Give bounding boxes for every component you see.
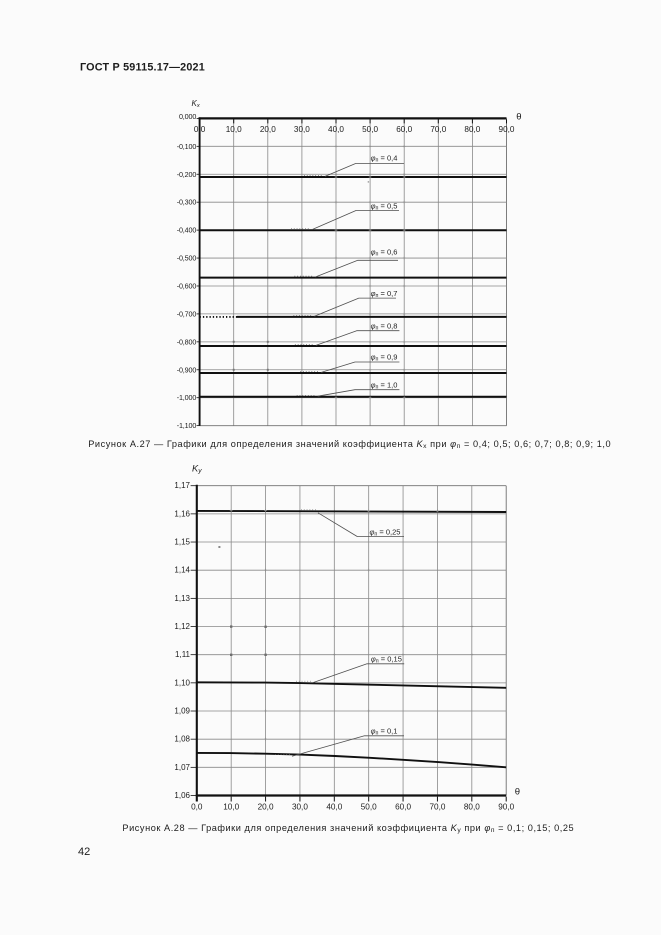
svg-text:-0,900: -0,900 <box>177 365 197 374</box>
svg-text:Kx: Kx <box>192 99 201 109</box>
svg-text:1,09: 1,09 <box>174 707 190 716</box>
svg-text:70,0: 70,0 <box>430 125 446 134</box>
svg-text:1,14: 1,14 <box>174 566 190 575</box>
svg-text:Рисунок А.28 — Графики для опр: Рисунок А.28 — Графики для определения з… <box>122 823 574 834</box>
svg-text:-1,000: -1,000 <box>177 393 197 402</box>
svg-text:42: 42 <box>78 846 90 858</box>
svg-text:-0,800: -0,800 <box>177 337 197 346</box>
svg-text:10,0: 10,0 <box>226 125 242 134</box>
svg-text:60,0: 60,0 <box>396 125 412 134</box>
svg-text:90,0: 90,0 <box>498 803 514 812</box>
svg-text:-0,700: -0,700 <box>177 309 197 318</box>
svg-text:φп = 0,7: φп = 0,7 <box>371 289 398 299</box>
svg-text:70,0: 70,0 <box>429 803 445 812</box>
svg-text:60,0: 60,0 <box>395 803 411 812</box>
svg-text:0,000: 0,000 <box>179 112 196 121</box>
svg-text:-0,500: -0,500 <box>177 254 197 263</box>
svg-text:30,0: 30,0 <box>292 803 308 812</box>
svg-text:1,08: 1,08 <box>174 735 190 744</box>
svg-text:1,06: 1,06 <box>174 791 190 800</box>
svg-text:φп = 0,9: φп = 0,9 <box>371 353 398 363</box>
svg-text:1,07: 1,07 <box>174 763 190 772</box>
svg-text:φп = 0,1: φп = 0,1 <box>371 726 398 736</box>
svg-text:90,0: 90,0 <box>499 125 515 134</box>
svg-text:φп = 0,8: φп = 0,8 <box>371 322 398 332</box>
svg-text:-0,100: -0,100 <box>177 142 197 151</box>
svg-text:θ: θ <box>515 787 520 798</box>
svg-text:1,16: 1,16 <box>174 509 190 518</box>
svg-text:φп = 0,25: φп = 0,25 <box>370 527 401 537</box>
svg-text:50,0: 50,0 <box>362 125 378 134</box>
svg-text:φп = 1,0: φп = 1,0 <box>371 380 398 390</box>
svg-text:30,0: 30,0 <box>294 125 310 134</box>
svg-text:φп = 0,15: φп = 0,15 <box>371 654 402 664</box>
svg-text:-0,200: -0,200 <box>177 170 197 179</box>
svg-text:θ: θ <box>516 112 521 123</box>
svg-text:10,0: 10,0 <box>223 803 239 812</box>
svg-text:-0,400: -0,400 <box>177 226 197 235</box>
svg-text:80,0: 80,0 <box>464 125 480 134</box>
svg-text:40,0: 40,0 <box>328 125 344 134</box>
svg-text:20,0: 20,0 <box>260 125 276 134</box>
svg-text:1,13: 1,13 <box>174 594 190 603</box>
svg-text:-0,300: -0,300 <box>177 198 197 207</box>
svg-text:φп = 0,6: φп = 0,6 <box>371 247 398 257</box>
svg-text:1,15: 1,15 <box>174 538 190 547</box>
svg-text:80,0: 80,0 <box>464 803 480 812</box>
svg-text:1,12: 1,12 <box>174 622 190 631</box>
svg-text:ГОСТ Р 59115.17—2021: ГОСТ Р 59115.17—2021 <box>80 62 205 74</box>
svg-text:Ky: Ky <box>192 463 202 474</box>
svg-text:20,0: 20,0 <box>258 803 274 812</box>
svg-text:50,0: 50,0 <box>361 803 377 812</box>
svg-text:0,0: 0,0 <box>194 125 206 134</box>
svg-text:Рисунок А.27 — Графики для опр: Рисунок А.27 — Графики для определения з… <box>88 439 611 450</box>
svg-text:φп = 0,5: φп = 0,5 <box>371 202 398 212</box>
svg-text:1,11: 1,11 <box>175 650 191 659</box>
svg-text:0,0: 0,0 <box>191 803 203 812</box>
svg-text:40,0: 40,0 <box>326 803 342 812</box>
svg-text:1,10: 1,10 <box>174 678 190 687</box>
svg-text:φп = 0,4: φп = 0,4 <box>371 154 398 164</box>
svg-text:-1,100: -1,100 <box>177 421 197 430</box>
svg-text:1,17: 1,17 <box>174 481 190 490</box>
svg-text:-0,600: -0,600 <box>177 281 197 290</box>
